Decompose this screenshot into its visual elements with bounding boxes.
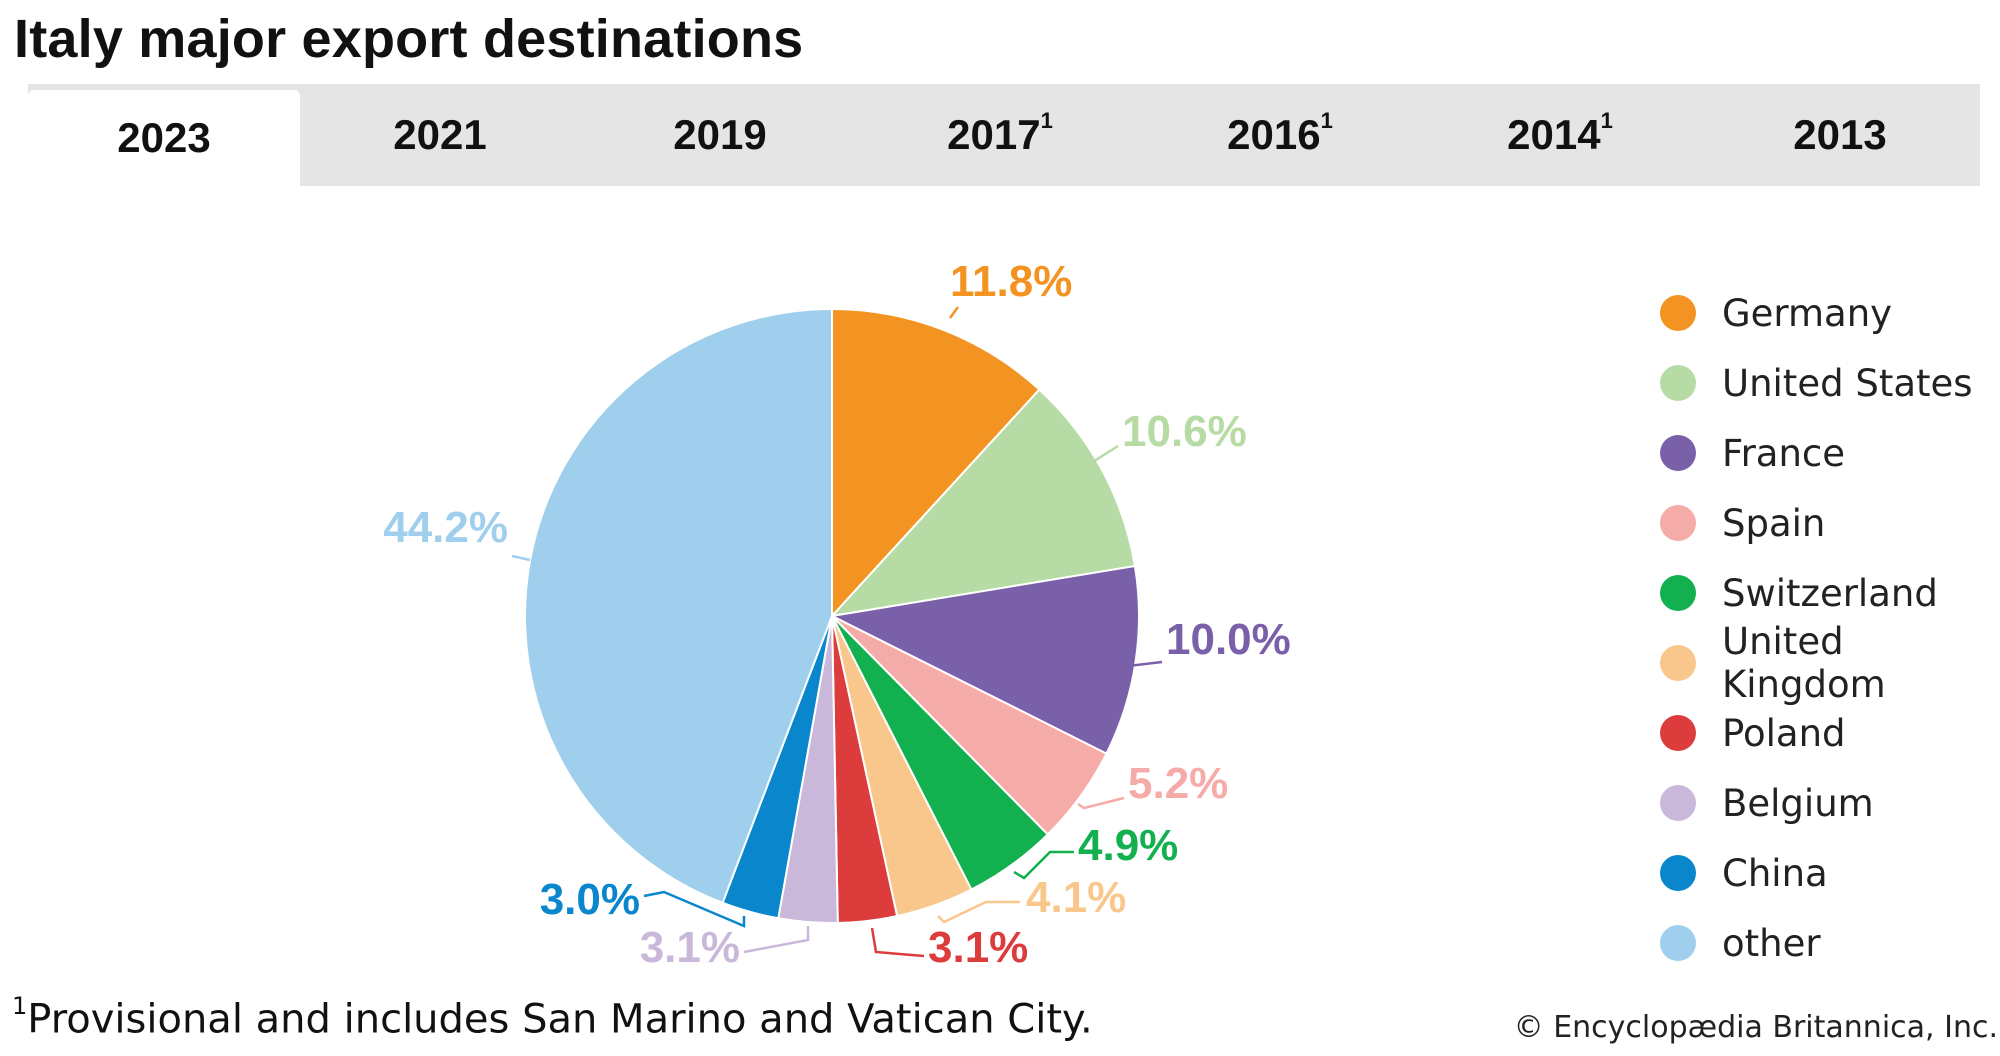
leader-line <box>511 554 531 562</box>
tab-2021[interactable]: 2021 <box>300 84 580 186</box>
legend-item: Spain <box>1660 488 2000 558</box>
pie-slices <box>524 307 1140 924</box>
legend-item: Poland <box>1660 698 2000 768</box>
tab-2017[interactable]: 2017 1 <box>860 84 1140 186</box>
pie-slice-france <box>828 564 1140 755</box>
legend-label: France <box>1722 431 1846 475</box>
leader-line <box>937 900 1020 924</box>
slice-labels: 11.8%10.6%10.0%5.2%4.9%4.1%3.1%3.1%3.0%4… <box>383 257 1291 972</box>
legend-swatch <box>1660 365 1696 401</box>
legend-label: Belgium <box>1722 781 1874 825</box>
slice-value-label: 3.1% <box>640 923 740 972</box>
tab-label: 2023 <box>117 114 211 161</box>
tab-label: 2021 <box>393 111 487 158</box>
year-tabs: 2023 2021 2019 2017 1 2016 1 2014 1 2013 <box>28 84 1980 186</box>
legend-swatch <box>1660 715 1696 751</box>
tab-2023[interactable]: 2023 <box>28 90 300 186</box>
legend-swatch <box>1660 505 1696 541</box>
pie-slice-other <box>524 307 833 905</box>
tab-2019[interactable]: 2019 <box>580 84 860 186</box>
tab-label: 2019 <box>673 111 767 158</box>
slice-value-label: 4.9% <box>1078 821 1178 870</box>
legend-swatch <box>1660 295 1696 331</box>
legend-swatch <box>1660 855 1696 891</box>
tab-label: 2014 <box>1507 111 1601 158</box>
legend-item: Germany <box>1660 278 2000 348</box>
legend-swatch <box>1660 645 1696 681</box>
legend-item: Belgium <box>1660 768 2000 838</box>
tab-label: 2016 <box>1227 111 1321 158</box>
legend-label: Spain <box>1722 501 1826 545</box>
footnote-text: Provisional and includes San Marino and … <box>27 996 1093 1043</box>
legend-swatch <box>1660 435 1696 471</box>
legend-swatch <box>1660 785 1696 821</box>
chart-title: Italy major export destinations <box>14 9 804 69</box>
pie-slice-united-states <box>829 388 1137 618</box>
legend-label: United Kingdom <box>1722 620 1886 706</box>
slice-value-label: 44.2% <box>383 503 508 552</box>
slice-value-label: 3.1% <box>928 923 1028 972</box>
tab-2014[interactable]: 2014 1 <box>1420 84 1700 186</box>
tab-label: 2013 <box>1793 111 1887 158</box>
legend-item: United Kingdom <box>1660 620 2000 706</box>
leader-line <box>1077 796 1125 810</box>
leader-line <box>1013 850 1074 880</box>
legend-item: Switzerland <box>1660 558 2000 628</box>
tab-footnote-marker: 1 <box>1600 108 1613 133</box>
footnote: 1Provisional and includes San Marino and… <box>12 992 1093 1043</box>
legend-swatch <box>1660 925 1696 961</box>
legend-item: France <box>1660 418 2000 488</box>
slice-value-label: 4.1% <box>1026 873 1126 922</box>
footnote-marker: 1 <box>12 992 28 1020</box>
legend-label: other <box>1722 921 1821 965</box>
legend-swatch <box>1660 575 1696 611</box>
leader-line <box>643 890 746 928</box>
leader-lines <box>511 306 1163 958</box>
leader-line <box>743 926 810 954</box>
slice-value-label: 5.2% <box>1128 759 1228 808</box>
legend-label: China <box>1722 851 1828 895</box>
legend-label: Switzerland <box>1722 571 1938 615</box>
legend-label: Germany <box>1722 291 1893 335</box>
tab-2013[interactable]: 2013 <box>1700 84 1980 186</box>
slice-value-label: 10.0% <box>1166 615 1291 664</box>
leader-line <box>870 927 925 958</box>
tab-footnote-marker: 1 <box>1320 108 1333 133</box>
legend-item: China <box>1660 838 2000 908</box>
tab-2016[interactable]: 2016 1 <box>1140 84 1420 186</box>
copyright-credit: © Encyclopædia Britannica, Inc. <box>1513 1010 1998 1045</box>
legend-item: United States <box>1660 348 2000 418</box>
leader-line <box>1127 660 1163 668</box>
legend-label: United States <box>1722 361 1973 405</box>
legend-label: Poland <box>1722 711 1846 755</box>
pie-slice-germany <box>831 307 1041 619</box>
tab-footnote-marker: 1 <box>1040 108 1053 133</box>
leader-line <box>1079 444 1119 472</box>
leader-line <box>948 306 960 319</box>
slice-value-label: 10.6% <box>1122 407 1247 456</box>
legend-item: other <box>1660 908 2000 978</box>
tab-label: 2017 <box>947 111 1041 158</box>
slice-value-label: 3.0% <box>540 875 640 924</box>
slice-value-label: 11.8% <box>950 257 1072 306</box>
legend: Germany United States France Spain Switz… <box>1660 278 2000 978</box>
